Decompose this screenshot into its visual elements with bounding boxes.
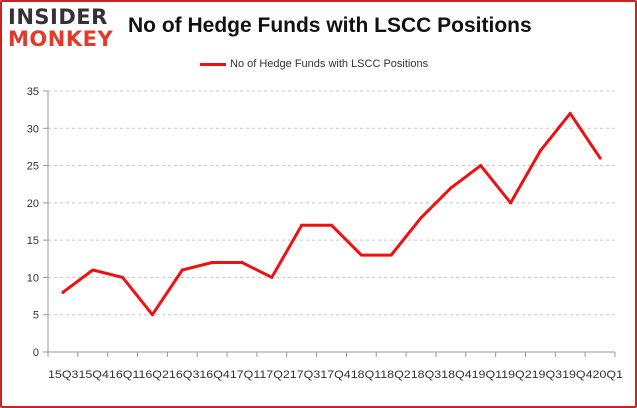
data-point-19Q3 — [538, 149, 542, 153]
data-point-19Q4 — [568, 111, 572, 115]
y-tick-label: 25 — [27, 161, 39, 173]
data-point-18Q4 — [449, 186, 453, 190]
data-point-20Q1 — [598, 156, 602, 160]
y-tick-labels: 0 5 10 15 20 25 30 35 — [27, 86, 39, 359]
legend-line-swatch — [200, 62, 226, 66]
data-point-18Q2 — [389, 253, 393, 257]
y-tick-label: 35 — [27, 86, 39, 98]
data-point-16Q2 — [150, 313, 154, 317]
logo-text-insider: INSIDER — [8, 5, 108, 29]
x-tick-labels: 15Q315Q416Q116Q216Q316Q417Q117Q217Q317Q4… — [48, 369, 623, 381]
data-point-16Q3 — [180, 268, 184, 272]
y-tick-label: 30 — [27, 123, 39, 135]
series-line-0 — [61, 111, 602, 317]
x-tick-labels-text: 15Q315Q416Q116Q216Q316Q417Q117Q217Q317Q4… — [48, 369, 623, 381]
data-point-16Q4 — [210, 261, 214, 265]
y-tick-label: 15 — [27, 235, 39, 247]
series-layer — [61, 111, 602, 317]
data-point-17Q3 — [300, 223, 304, 227]
legend-label: No of Hedge Funds with LSCC Positions — [230, 58, 429, 70]
data-point-17Q4 — [330, 223, 333, 227]
data-point-18Q1 — [359, 253, 363, 257]
axes — [43, 90, 616, 357]
data-point-16Q1 — [121, 275, 125, 279]
data-point-19Q1 — [479, 164, 483, 168]
chart-title: No of Hedge Funds with LSCC Positions — [128, 14, 532, 37]
insider-monkey-logo: INSIDER MONKEY — [8, 6, 118, 52]
grid-lines — [48, 90, 615, 316]
chart-legend: No of Hedge Funds with LSCC Positions — [200, 57, 428, 71]
data-point-18Q3 — [419, 216, 423, 220]
y-tick-label: 20 — [27, 198, 39, 210]
data-point-15Q4 — [91, 268, 95, 272]
data-point-17Q1 — [240, 261, 244, 265]
y-tick-label: 5 — [33, 310, 39, 322]
logo-text-monkey: MONKEY — [8, 27, 114, 51]
y-tick-label: 10 — [27, 272, 39, 284]
data-point-19Q2 — [509, 201, 513, 205]
data-point-17Q2 — [270, 275, 274, 279]
y-tick-label: 0 — [33, 347, 39, 359]
data-point-15Q3 — [61, 290, 65, 294]
